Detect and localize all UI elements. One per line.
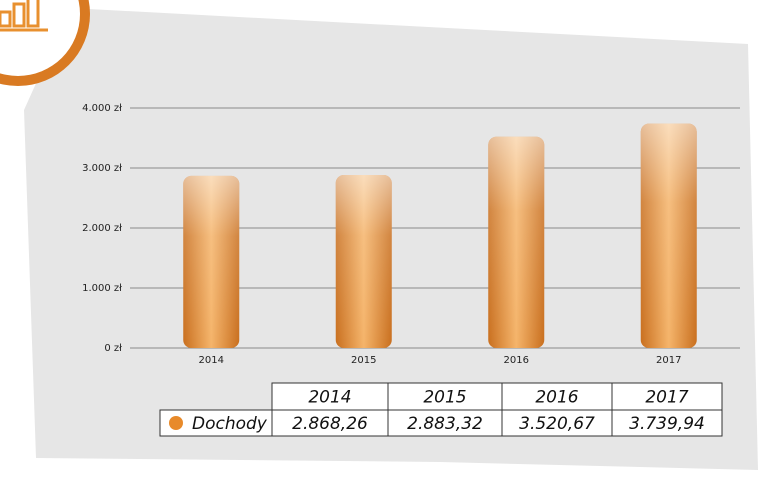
table-cell — [387, 409, 503, 437]
x-tick-label: 2015 — [351, 355, 376, 366]
table-value: 2.883,32 — [407, 414, 483, 434]
y-tick-label: 3.000 zł — [82, 163, 122, 174]
table-header: 2014 — [308, 388, 351, 408]
badge-icon — [0, 0, 48, 32]
data-table: 2014 2015 2016 2017 Dochody 2.868,26 2.883,32 3… — [159, 382, 723, 437]
table-header: 2015 — [423, 388, 466, 408]
y-tick-label: 4.000 zł — [82, 103, 122, 114]
table-header: 2017 — [645, 388, 688, 408]
bar-shine — [640, 123, 697, 348]
table-header: 2016 — [535, 388, 578, 408]
x-tick-label: 2014 — [199, 355, 224, 366]
badge-inner — [0, 0, 80, 76]
table-value: 2.868,26 — [292, 414, 368, 434]
legend-swatch — [169, 416, 183, 430]
legend-label: Dochody — [192, 414, 268, 434]
x-tick-label: 2017 — [656, 355, 681, 366]
y-tick-label: 0 zł — [104, 343, 122, 354]
bar-shine — [488, 136, 545, 348]
y-tick-label: 2.000 zł — [82, 223, 122, 234]
table-header-cell — [611, 382, 723, 411]
x-tick-label: 2016 — [504, 355, 529, 366]
bar-shine — [335, 175, 392, 348]
y-tick-label: 1.000 zł — [82, 283, 122, 294]
table-value: 3.520,67 — [519, 414, 595, 434]
table-cell — [611, 409, 723, 437]
table-value: 3.739,94 — [629, 414, 705, 434]
bar-shine — [183, 175, 240, 348]
